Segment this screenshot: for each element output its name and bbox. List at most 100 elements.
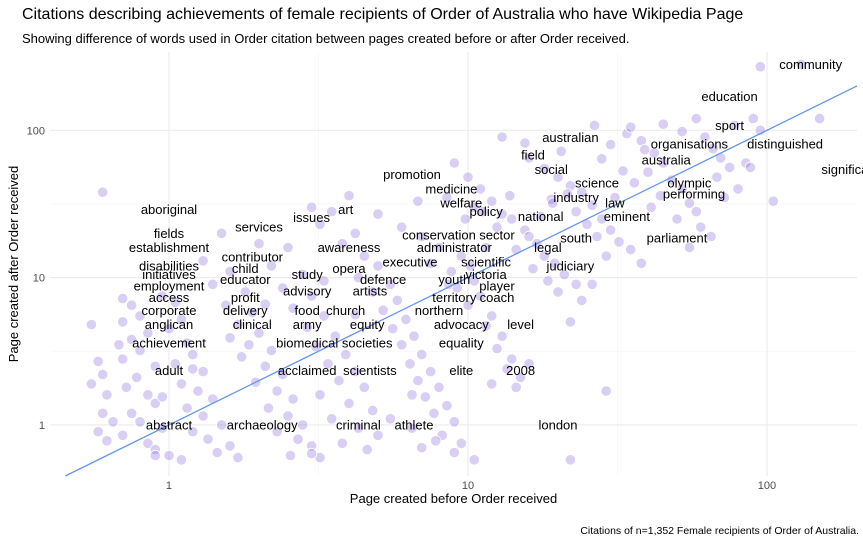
data-point (134, 310, 146, 322)
data-point (216, 227, 228, 239)
data-point (134, 416, 146, 428)
data-point (97, 186, 109, 198)
data-point (430, 435, 442, 447)
word-label: significant (821, 162, 863, 177)
data-point (527, 263, 539, 275)
data-point (711, 171, 723, 183)
data-point (676, 183, 688, 195)
data-point (187, 348, 199, 361)
data-point (169, 358, 181, 370)
word-label: equity (350, 317, 385, 332)
data-point (576, 186, 588, 198)
data-point (474, 183, 486, 195)
data-point (570, 278, 582, 290)
word-label: fields (154, 226, 185, 241)
data-point (117, 316, 129, 328)
word-label: victoria (466, 267, 508, 282)
data-point (705, 230, 717, 243)
data-point (671, 213, 683, 225)
word-label: national (518, 209, 564, 224)
data-point (305, 447, 318, 460)
data-point (314, 218, 326, 230)
data-point (333, 374, 345, 387)
data-point (564, 316, 577, 328)
word-label: administrator (417, 240, 493, 255)
data-point (396, 221, 408, 233)
data-point (207, 393, 219, 405)
data-point (400, 313, 412, 325)
data-point (504, 190, 516, 202)
data-point (676, 126, 688, 138)
data-point (707, 143, 719, 155)
data-point (621, 128, 633, 140)
x-tick-label: 100 (758, 480, 776, 492)
word-label: scientists (343, 363, 397, 378)
data-point (134, 344, 146, 357)
data-point (416, 348, 428, 361)
data-point (462, 299, 474, 311)
word-label: territory (432, 290, 477, 305)
word-label: biomedical (276, 336, 338, 351)
word-label: australian (542, 130, 598, 145)
data-point (506, 353, 518, 365)
word-label: services (235, 220, 283, 235)
data-point (514, 371, 527, 383)
data-point (519, 137, 531, 149)
data-point (349, 309, 361, 321)
word-label: study (292, 267, 324, 282)
word-label: industry (553, 190, 599, 205)
data-point (358, 250, 370, 262)
data-point (211, 446, 223, 459)
data-point (117, 353, 129, 365)
data-point (657, 157, 669, 169)
word-label: disabilities (139, 258, 199, 273)
data-point (547, 197, 559, 209)
data-point (613, 236, 625, 248)
word-label: athlete (394, 417, 433, 432)
data-point (657, 118, 669, 130)
data-point (549, 257, 561, 269)
data-point (277, 282, 289, 294)
data-point (412, 374, 424, 387)
word-label: employment (134, 278, 205, 293)
word-label: adult (155, 363, 184, 378)
chart-title: Citations describing achievements of fem… (22, 6, 744, 23)
data-point (433, 381, 445, 393)
data-point (149, 360, 161, 372)
data-point (372, 429, 384, 441)
word-label: advocacy (434, 317, 489, 332)
word-label: eminent (604, 209, 651, 224)
data-point (767, 195, 779, 207)
data-point (486, 195, 498, 207)
data-point (416, 230, 428, 243)
data-point (391, 294, 403, 306)
word-label: social (535, 162, 568, 177)
word-label: policy (469, 204, 503, 219)
data-point (305, 290, 318, 302)
data-point (455, 437, 467, 449)
data-point (301, 321, 313, 333)
data-point (496, 131, 508, 143)
word-label: abstract (146, 417, 193, 432)
data-point (343, 397, 355, 409)
data-point (292, 433, 304, 445)
data-point (265, 260, 277, 272)
data-point (754, 61, 766, 73)
data-point (535, 210, 547, 223)
data-point (555, 145, 567, 157)
data-point (424, 365, 437, 378)
data-point (628, 177, 640, 189)
word-label: profit (231, 290, 260, 305)
data-point (419, 391, 431, 403)
data-point (441, 191, 453, 204)
word-label: corporate (142, 303, 197, 318)
word-label: science (575, 175, 619, 190)
data-point (561, 188, 574, 200)
data-point (287, 302, 299, 314)
data-point (284, 449, 297, 462)
data-point (336, 238, 348, 250)
data-point (600, 385, 612, 397)
data-point (718, 191, 730, 204)
word-label: 2008 (506, 363, 535, 378)
word-label: south (560, 231, 592, 246)
